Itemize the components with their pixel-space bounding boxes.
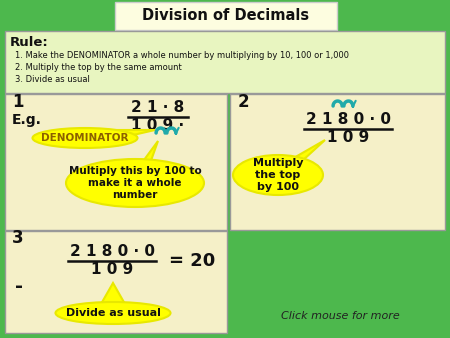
FancyBboxPatch shape	[115, 2, 337, 30]
Text: DENOMINATOR: DENOMINATOR	[41, 133, 129, 143]
Text: 2: 2	[238, 93, 250, 111]
Polygon shape	[278, 140, 325, 183]
Text: 1. Make the DENOMINATOR a whole number by multiplying by 10, 100 or 1,000: 1. Make the DENOMINATOR a whole number b…	[15, 50, 349, 59]
Ellipse shape	[233, 155, 323, 195]
Text: 1 0 9 ·: 1 0 9 ·	[131, 118, 184, 132]
FancyBboxPatch shape	[5, 31, 445, 93]
Text: Division of Decimals: Division of Decimals	[143, 8, 310, 24]
Text: Click mouse for more: Click mouse for more	[281, 311, 400, 321]
Text: 3. Divide as usual: 3. Divide as usual	[15, 74, 90, 83]
FancyBboxPatch shape	[5, 94, 227, 230]
Text: 2. Multiply the top by the same amount: 2. Multiply the top by the same amount	[15, 63, 182, 72]
Ellipse shape	[32, 128, 138, 148]
Ellipse shape	[66, 159, 204, 207]
FancyBboxPatch shape	[230, 94, 445, 230]
Text: Multiply
the top
by 100: Multiply the top by 100	[253, 159, 303, 192]
Text: -: -	[15, 276, 23, 295]
FancyBboxPatch shape	[5, 231, 227, 333]
Text: = 20: = 20	[169, 252, 215, 270]
Text: E.g.: E.g.	[12, 113, 42, 127]
Polygon shape	[101, 283, 125, 304]
Text: 1 0 9: 1 0 9	[327, 129, 369, 145]
Ellipse shape	[55, 302, 171, 324]
Text: Rule:: Rule:	[10, 35, 49, 48]
Text: 2 1 8 0 · 0: 2 1 8 0 · 0	[69, 244, 154, 260]
Polygon shape	[85, 130, 155, 146]
Polygon shape	[127, 141, 158, 183]
Text: 2 1 · 8: 2 1 · 8	[131, 100, 184, 116]
Text: 2 1 8 0 · 0: 2 1 8 0 · 0	[306, 113, 391, 127]
Text: 1 0 9: 1 0 9	[91, 262, 133, 276]
Text: 1: 1	[12, 93, 23, 111]
Text: Divide as usual: Divide as usual	[66, 308, 161, 318]
Text: Multiply this by 100 to
make it a whole
number: Multiply this by 100 to make it a whole …	[68, 166, 202, 200]
Text: 3: 3	[12, 229, 23, 247]
